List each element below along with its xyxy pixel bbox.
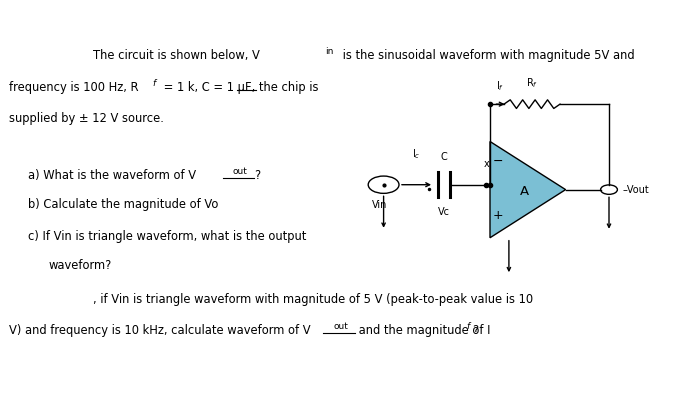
Text: I$_f$: I$_f$ [496,79,505,93]
Text: V) and frequency is 10 kHz, calculate waveform of V: V) and frequency is 10 kHz, calculate wa… [9,324,311,337]
Text: Vc: Vc [438,207,450,217]
Text: in: in [325,47,333,56]
Text: b) Calculate the magnitude of Vo: b) Calculate the magnitude of Vo [28,198,218,211]
Text: a) What is the waveform of V: a) What is the waveform of V [28,169,196,182]
Text: is the sinusoidal waveform with magnitude 5V and: is the sinusoidal waveform with magnitud… [339,49,634,62]
Text: out: out [232,167,247,176]
Text: −: − [493,155,503,168]
Text: = 1 k, C = 1 μF, the chip is: = 1 k, C = 1 μF, the chip is [160,81,318,94]
Text: frequency is 100 Hz, R: frequency is 100 Hz, R [9,81,139,94]
Text: The circuit is shown below, V: The circuit is shown below, V [93,49,260,62]
Text: C: C [440,152,447,162]
Text: ?: ? [472,324,478,337]
Text: c) If Vin is triangle waveform, what is the output: c) If Vin is triangle waveform, what is … [28,230,307,243]
Polygon shape [490,141,566,238]
Text: A: A [519,185,529,198]
Text: waveform?: waveform? [49,259,112,272]
Text: x: x [484,159,489,169]
Text: out: out [333,322,348,331]
Text: , if Vin is triangle waveform with magnitude of 5 V (peak-to-peak value is 10: , if Vin is triangle waveform with magni… [93,293,533,306]
Text: f: f [466,322,469,331]
Text: I$_c$: I$_c$ [412,147,421,161]
Text: ?: ? [254,169,260,182]
Text: Vin: Vin [372,200,388,210]
Text: –Vout: –Vout [623,185,650,195]
Text: supplied by ± 12 V source.: supplied by ± 12 V source. [9,112,164,125]
Text: f: f [153,79,155,88]
Text: +: + [493,209,504,222]
Text: and the magnitude of I: and the magnitude of I [355,324,491,337]
Text: R$_f$: R$_f$ [526,76,538,90]
